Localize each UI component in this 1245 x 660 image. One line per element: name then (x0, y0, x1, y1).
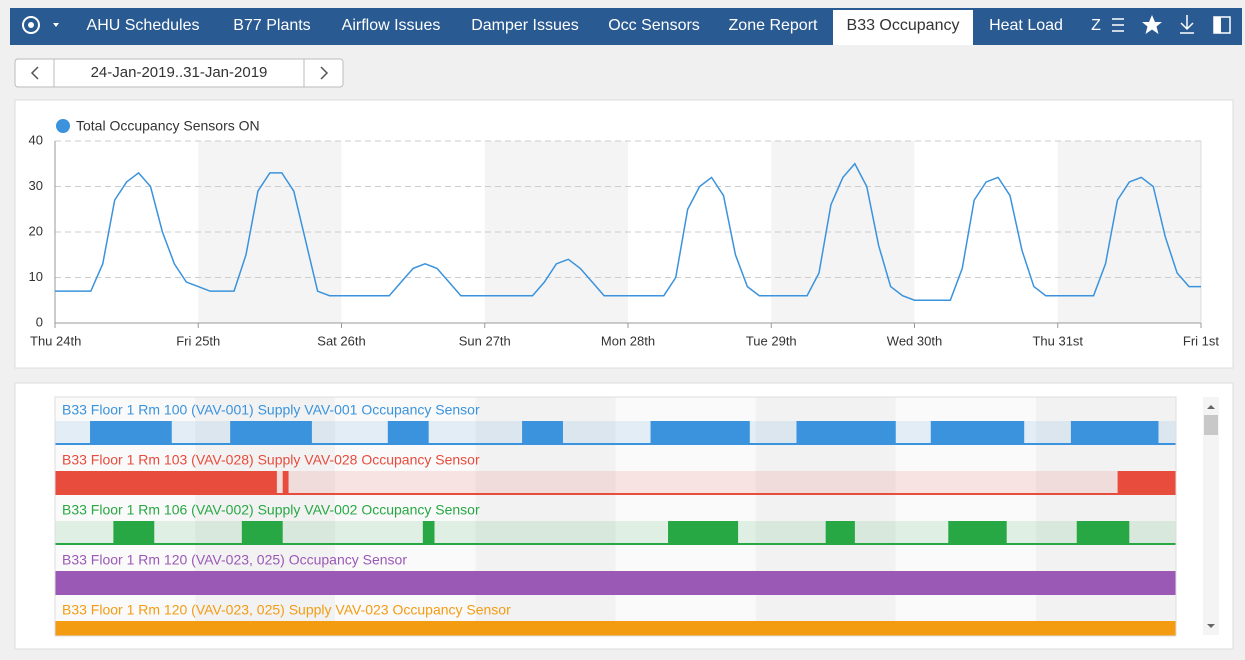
tab-bar (10, 8, 1242, 45)
y-tick-label: 30 (29, 178, 43, 193)
timeline-border (54, 396, 1177, 637)
tab[interactable]: B77 Plants (233, 17, 310, 34)
tab[interactable]: Z (1091, 17, 1101, 34)
y-tick-label: 40 (29, 132, 43, 147)
on-interval (387, 421, 429, 445)
next-button[interactable] (320, 66, 329, 80)
prev-button[interactable] (30, 66, 39, 80)
on-interval (422, 521, 435, 545)
tab[interactable]: B33 Occupancy (847, 17, 960, 34)
x-tick-label: Sun 27th (459, 333, 511, 348)
logo-menu[interactable] (53, 23, 59, 27)
x-tick-label: Sat 26th (317, 333, 365, 348)
x-tick-label: Fri 25th (176, 333, 220, 348)
y-tick-label: 10 (29, 269, 43, 284)
row-label: B33 Floor 1 Rm 120 (VAV-023, 025) Occupa… (62, 552, 407, 568)
on-interval (241, 521, 283, 545)
row-label: B33 Floor 1 Rm 103 (VAV-028) Supply VAV-… (62, 452, 480, 468)
on-interval (522, 421, 563, 445)
active-tab[interactable] (833, 10, 973, 45)
x-tick-label: Wed 30th (887, 333, 942, 348)
on-interval (825, 521, 855, 545)
on-interval (650, 421, 750, 445)
date-range[interactable]: 24-Jan-2019..31-Jan-2019 (91, 64, 268, 81)
on-interval (90, 421, 172, 445)
toolbar-icons (1112, 15, 1231, 34)
on-interval (282, 471, 289, 495)
x-tick-label: Thu 31st (1032, 333, 1083, 348)
on-interval (796, 421, 896, 445)
download-icon[interactable] (1180, 15, 1194, 34)
list-icon[interactable] (1112, 18, 1124, 32)
on-interval (930, 421, 1025, 445)
logo-dot (28, 22, 34, 28)
row-label: B33 Floor 1 Rm 120 (VAV-023, 025) Supply… (62, 602, 511, 618)
tab[interactable]: Damper Issues (471, 17, 579, 34)
line-series (55, 162, 1201, 301)
date-control (14, 58, 344, 88)
legend-swatch[interactable] (56, 119, 70, 133)
on-interval (1117, 471, 1176, 495)
on-interval (1070, 421, 1159, 445)
row-label: B33 Floor 1 Rm 106 (VAV-002) Supply VAV-… (62, 502, 480, 518)
on-interval (1076, 521, 1130, 545)
on-interval (55, 571, 1176, 595)
row-track (55, 521, 1176, 545)
on-interval (113, 521, 155, 545)
on-interval (668, 521, 739, 545)
panel-icon-fill (1214, 17, 1221, 33)
on-interval (948, 521, 1007, 545)
tab[interactable]: Heat Load (989, 17, 1063, 34)
on-interval (230, 421, 312, 445)
tab[interactable]: Airflow Issues (342, 17, 441, 34)
tab[interactable]: Zone Report (729, 17, 818, 34)
x-tick-label: Tue 29th (746, 333, 797, 348)
x-tick-label: Fri 1st (1183, 333, 1220, 348)
scroll-thumb[interactable] (1204, 415, 1218, 435)
star-icon[interactable] (1142, 15, 1162, 34)
row-label: B33 Floor 1 Rm 100 (VAV-001) Supply VAV-… (62, 402, 480, 418)
timeline: B33 Floor 1 Rm 100 (VAV-001) Supply VAV-… (55, 397, 1176, 636)
y-tick-label: 20 (29, 223, 43, 238)
on-interval (55, 621, 1176, 636)
y-tick-label: 0 (36, 314, 43, 329)
logo[interactable] (22, 16, 40, 34)
tab[interactable]: Occ Sensors (608, 17, 700, 34)
scrollbar[interactable] (1203, 397, 1219, 635)
tab[interactable]: AHU Schedules (87, 17, 200, 34)
legend-label[interactable]: Total Occupancy Sensors ON (76, 118, 260, 134)
x-tick-label: Mon 28th (601, 333, 655, 348)
on-interval (55, 471, 277, 495)
x-tick-label: Thu 24th (30, 333, 81, 348)
